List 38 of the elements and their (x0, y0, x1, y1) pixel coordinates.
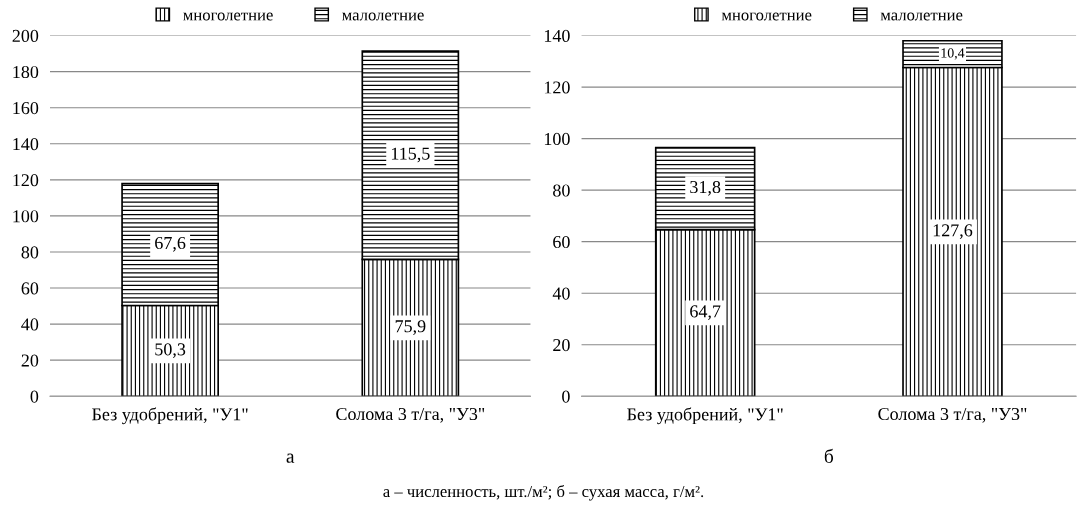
y-tick-label: 0 (30, 390, 39, 403)
y-tick-label: 100 (544, 132, 570, 146)
x-tick-label: Солома 3 т/га, "У3" (336, 407, 485, 423)
y-tick-label: 80 (553, 184, 570, 197)
y-tick-label: 140 (544, 29, 570, 42)
legend-label: малолетние (342, 12, 424, 21)
y-tick-label: 120 (544, 81, 570, 94)
legend-label: малолетние (880, 12, 963, 21)
y-tick-label: 40 (552, 287, 570, 300)
y-tick-label: 60 (21, 282, 39, 295)
legend-label: многолетние (183, 12, 273, 21)
data-label: 127,6 (933, 224, 973, 239)
y-tick-label: 80 (21, 246, 39, 259)
y-tick-label: 60 (553, 235, 570, 249)
y-tick-label: 0 (562, 390, 570, 403)
y-tick-label: 200 (12, 29, 39, 42)
y-tick-label: 40 (21, 318, 39, 331)
x-tick-label: Без удобрений, "У1" (92, 407, 248, 425)
x-axis-title: а (286, 453, 295, 463)
y-tick-label: 180 (13, 65, 39, 79)
x-axis-title: б (824, 448, 834, 463)
data-label: 31,8 (690, 180, 721, 196)
data-label: 10,4 (941, 48, 965, 60)
data-label: 75,9 (395, 320, 426, 335)
y-tick-label: 160 (13, 101, 39, 115)
data-label: 64,7 (690, 305, 721, 321)
x-tick-label: Без удобрений, "У1" (627, 407, 783, 425)
y-tick-label: 20 (553, 338, 570, 352)
data-label: 115,5 (391, 147, 430, 163)
y-tick-label: 100 (13, 210, 39, 223)
x-tick-label: Солома 3 т/га, "У3" (878, 407, 1027, 423)
y-tick-label: 140 (13, 138, 39, 151)
data-label: 67,6 (155, 236, 186, 252)
data-label: 50,3 (155, 343, 186, 358)
text: а – численность, шт./м²; б – сухая масса, г/м². (383, 485, 704, 501)
y-tick-label: 120 (13, 174, 39, 187)
legend-label: многолетние (721, 12, 812, 21)
y-tick-label: 20 (21, 354, 39, 367)
